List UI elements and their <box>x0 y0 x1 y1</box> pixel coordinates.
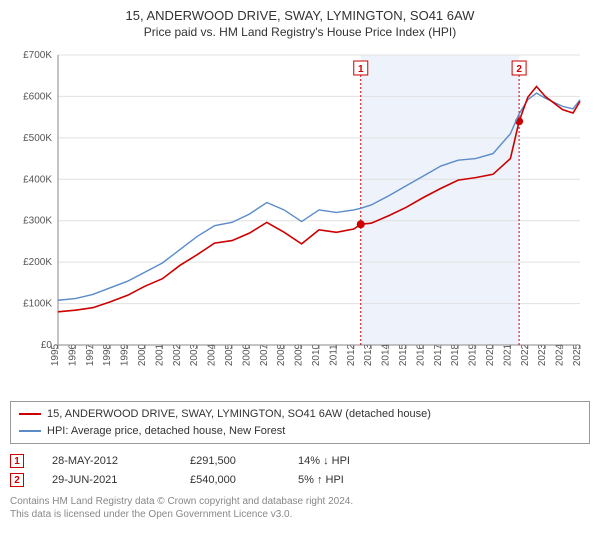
x-tick-label: 2013 <box>363 343 374 366</box>
x-tick-label: 1996 <box>67 343 78 366</box>
sales-date: 29-JUN-2021 <box>52 471 162 490</box>
x-tick-label: 2015 <box>398 343 409 366</box>
x-tick-label: 2023 <box>537 343 548 366</box>
x-tick-label: 2004 <box>207 343 218 366</box>
x-tick-label: 2025 <box>572 343 583 366</box>
y-tick-label: £500K <box>23 133 52 144</box>
x-tick-label: 2000 <box>137 343 148 366</box>
sales-row: 1 28-MAY-2012 £291,500 14% ↓ HPI <box>10 452 590 471</box>
sales-price: £291,500 <box>190 452 270 471</box>
page-subtitle: Price paid vs. HM Land Registry's House … <box>10 25 590 39</box>
sales-marker: 1 <box>10 454 24 468</box>
x-tick-label: 1998 <box>102 343 113 366</box>
legend-row: HPI: Average price, detached house, New … <box>19 423 581 440</box>
legend-swatch <box>19 430 41 432</box>
price-chart: £0£100K£200K£300K£400K£500K£600K£700K199… <box>10 45 590 395</box>
x-tick-label: 2014 <box>381 343 392 366</box>
sales-marker: 2 <box>10 473 24 487</box>
page-title: 15, ANDERWOOD DRIVE, SWAY, LYMINGTON, SO… <box>10 8 590 23</box>
x-tick-label: 2007 <box>259 343 270 366</box>
legend-label: 15, ANDERWOOD DRIVE, SWAY, LYMINGTON, SO… <box>47 406 431 423</box>
x-tick-label: 2002 <box>172 343 183 366</box>
x-tick-label: 2003 <box>189 343 200 366</box>
x-tick-label: 2011 <box>328 344 339 366</box>
footnote-line-2: This data is licensed under the Open Gov… <box>10 508 590 521</box>
footnote: Contains HM Land Registry data © Crown c… <box>10 495 590 521</box>
x-tick-label: 2010 <box>311 343 322 366</box>
y-tick-label: £100K <box>23 299 52 310</box>
x-tick-label: 2024 <box>555 343 566 366</box>
x-tick-label: 2016 <box>415 343 426 366</box>
x-tick-label: 2008 <box>276 343 287 366</box>
x-tick-label: 2021 <box>502 343 513 366</box>
x-tick-label: 2018 <box>450 343 461 366</box>
x-tick-label: 1999 <box>120 343 131 366</box>
legend-swatch <box>19 413 41 415</box>
sale-marker-number: 1 <box>358 64 364 75</box>
x-tick-label: 2020 <box>485 343 496 366</box>
x-tick-label: 2009 <box>294 343 305 366</box>
y-tick-label: £200K <box>23 257 52 268</box>
shaded-band <box>361 55 519 345</box>
x-tick-label: 2001 <box>154 343 165 366</box>
x-tick-label: 2006 <box>241 343 252 366</box>
sales-row: 2 29-JUN-2021 £540,000 5% ↑ HPI <box>10 471 590 490</box>
y-tick-label: £400K <box>23 174 52 185</box>
footnote-line-1: Contains HM Land Registry data © Crown c… <box>10 495 590 508</box>
y-tick-label: £300K <box>23 216 52 227</box>
x-tick-label: 2012 <box>346 343 357 366</box>
legend: 15, ANDERWOOD DRIVE, SWAY, LYMINGTON, SO… <box>10 401 590 444</box>
x-tick-label: 2022 <box>520 343 531 366</box>
x-tick-label: 2017 <box>433 343 444 366</box>
sales-date: 28-MAY-2012 <box>52 452 162 471</box>
y-tick-label: £700K <box>23 50 52 61</box>
x-tick-label: 1995 <box>50 343 61 366</box>
sales-price: £540,000 <box>190 471 270 490</box>
sales-diff: 5% ↑ HPI <box>298 471 378 490</box>
sales-table: 1 28-MAY-2012 £291,500 14% ↓ HPI 2 29-JUN-202… <box>10 452 590 489</box>
sales-diff: 14% ↓ HPI <box>298 452 378 471</box>
sale-marker-number: 2 <box>516 64 522 75</box>
legend-row: 15, ANDERWOOD DRIVE, SWAY, LYMINGTON, SO… <box>19 406 581 423</box>
x-tick-label: 1997 <box>85 343 96 366</box>
y-tick-label: £600K <box>23 91 52 102</box>
legend-label: HPI: Average price, detached house, New … <box>47 423 285 440</box>
x-tick-label: 2005 <box>224 343 235 366</box>
x-tick-label: 2019 <box>468 343 479 366</box>
